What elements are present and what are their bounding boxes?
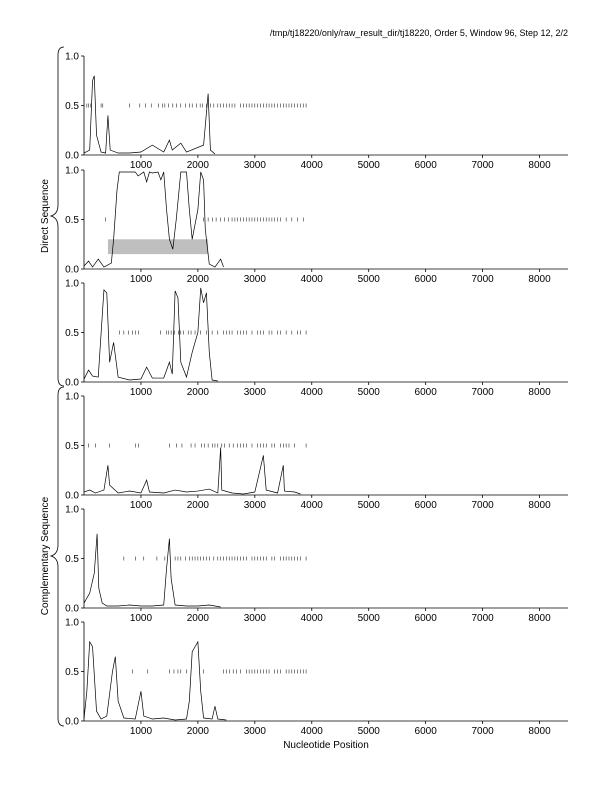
y-tick-label: 0.5 bbox=[65, 554, 79, 565]
x-tick-label: 1000 bbox=[130, 160, 153, 171]
y-tick-label: 1.0 bbox=[65, 618, 79, 629]
x-tick-label: 3000 bbox=[244, 500, 267, 511]
y-tick-label: 0.0 bbox=[65, 604, 79, 615]
y-tick-label: 1.0 bbox=[65, 52, 79, 63]
series-line bbox=[83, 75, 216, 155]
x-tick-label: 8000 bbox=[528, 160, 551, 171]
complementary-bracket bbox=[49, 386, 65, 727]
direct-group-label: Direct Sequence bbox=[40, 179, 51, 253]
x-tick-label: 4000 bbox=[301, 387, 324, 398]
y-tick-label: 0.5 bbox=[65, 101, 79, 112]
x-tick-label: 7000 bbox=[471, 387, 494, 398]
y-tick-label: 0.0 bbox=[65, 151, 79, 162]
x-tick-label: 8000 bbox=[528, 500, 551, 511]
x-tick-label: 5000 bbox=[358, 387, 381, 398]
x-tick-label: 6000 bbox=[415, 160, 438, 171]
x-tick-label: 8000 bbox=[528, 387, 551, 398]
x-tick-label: 5000 bbox=[358, 500, 381, 511]
group-brackets: Direct Sequence Complementary Sequence bbox=[40, 46, 65, 727]
x-tick-label: 3000 bbox=[244, 726, 267, 737]
y-tick-label: 1.0 bbox=[65, 279, 79, 290]
x-tick-label: 3000 bbox=[244, 387, 267, 398]
x-tick-label: 4000 bbox=[301, 613, 324, 624]
panel-2: 0.0 0.5 1.0 1000 2000 3000 4000 5000 6000 7000 800… bbox=[65, 166, 568, 285]
complementary-group-label: Complementary Sequence bbox=[40, 496, 51, 615]
x-tick-label: 2000 bbox=[187, 160, 210, 171]
x-tick-label: 1000 bbox=[130, 387, 153, 398]
x-axis-label: Nucleotide Position bbox=[283, 740, 369, 751]
y-tick-label: 1.0 bbox=[65, 166, 79, 177]
y-tick-label: 0.5 bbox=[65, 215, 79, 226]
x-tick-label: 7000 bbox=[471, 274, 494, 285]
x-tick-label: 1000 bbox=[130, 726, 153, 737]
highlight-region bbox=[107, 239, 209, 255]
x-tick-label: 1000 bbox=[130, 500, 153, 511]
x-tick-label: 2000 bbox=[187, 387, 210, 398]
series-line bbox=[83, 447, 301, 495]
x-tick-label: 2000 bbox=[187, 500, 210, 511]
series-line bbox=[83, 533, 221, 608]
x-tick-label: 2000 bbox=[187, 613, 210, 624]
x-tick-label: 7000 bbox=[471, 613, 494, 624]
x-tick-label: 3000 bbox=[244, 160, 267, 171]
x-tick-label: 7000 bbox=[471, 726, 494, 737]
series-line bbox=[83, 171, 224, 268]
x-tick-label: 3000 bbox=[244, 613, 267, 624]
x-tick-label: 5000 bbox=[358, 613, 381, 624]
x-tick-label: 7000 bbox=[471, 160, 494, 171]
x-tick-label: 5000 bbox=[358, 726, 381, 737]
y-tick-label: 0.5 bbox=[65, 328, 79, 339]
series-line bbox=[83, 640, 227, 721]
x-tick-label: 5000 bbox=[358, 160, 381, 171]
y-tick-label: 0.0 bbox=[65, 717, 79, 728]
x-tick-label: 1000 bbox=[130, 613, 153, 624]
y-tick-label: 0.0 bbox=[65, 491, 79, 502]
x-tick-label: 4000 bbox=[301, 726, 324, 737]
y-tick-label: 0.0 bbox=[65, 378, 79, 389]
y-tick-label: 0.5 bbox=[65, 667, 79, 678]
x-tick-label: 5000 bbox=[358, 274, 381, 285]
x-tick-label: 6000 bbox=[415, 726, 438, 737]
x-tick-label: 4000 bbox=[301, 500, 324, 511]
panel-5: 0.0 0.5 1.0 1000 2000 3000 4000 5000 6000 7000 800… bbox=[65, 505, 568, 624]
y-tick-label: 1.0 bbox=[65, 392, 79, 403]
x-tick-label: 6000 bbox=[415, 274, 438, 285]
x-tick-label: 8000 bbox=[528, 726, 551, 737]
panel-6: 0.0 0.5 1.0 1000 2000 3000 4000 5000 6000 7000 800… bbox=[65, 618, 568, 737]
x-tick-label: 6000 bbox=[415, 387, 438, 398]
x-tick-label: 8000 bbox=[528, 613, 551, 624]
x-tick-label: 8000 bbox=[528, 274, 551, 285]
x-tick-label: 2000 bbox=[187, 274, 210, 285]
x-tick-label: 1000 bbox=[130, 274, 153, 285]
x-tick-label: 3000 bbox=[244, 274, 267, 285]
x-tick-label: 2000 bbox=[187, 726, 210, 737]
direct-bracket bbox=[49, 46, 65, 387]
y-tick-label: 0.0 bbox=[65, 265, 79, 276]
panels: 0.0 0.5 1.0 1000 2000 3000 4000 5000 6000 7000 800… bbox=[65, 52, 568, 737]
x-tick-label: 4000 bbox=[301, 274, 324, 285]
panel-4: 0.0 0.5 1.0 1000 2000 3000 4000 5000 6000 7000 800… bbox=[65, 392, 568, 511]
x-tick-label: 6000 bbox=[415, 500, 438, 511]
y-tick-label: 1.0 bbox=[65, 505, 79, 516]
y-tick-label: 0.5 bbox=[65, 441, 79, 452]
x-tick-label: 6000 bbox=[415, 613, 438, 624]
series-line bbox=[83, 287, 218, 382]
x-tick-label: 7000 bbox=[471, 500, 494, 511]
x-tick-label: 4000 bbox=[301, 160, 324, 171]
panel-1: 0.0 0.5 1.0 1000 2000 3000 4000 5000 6000 7000 800… bbox=[65, 52, 568, 171]
panel-3: 0.0 0.5 1.0 1000 2000 3000 4000 5000 6000 7000 800… bbox=[65, 279, 568, 398]
figure-title: /tmp/tj18220/only/raw_result_dir/tj18220… bbox=[270, 28, 568, 38]
